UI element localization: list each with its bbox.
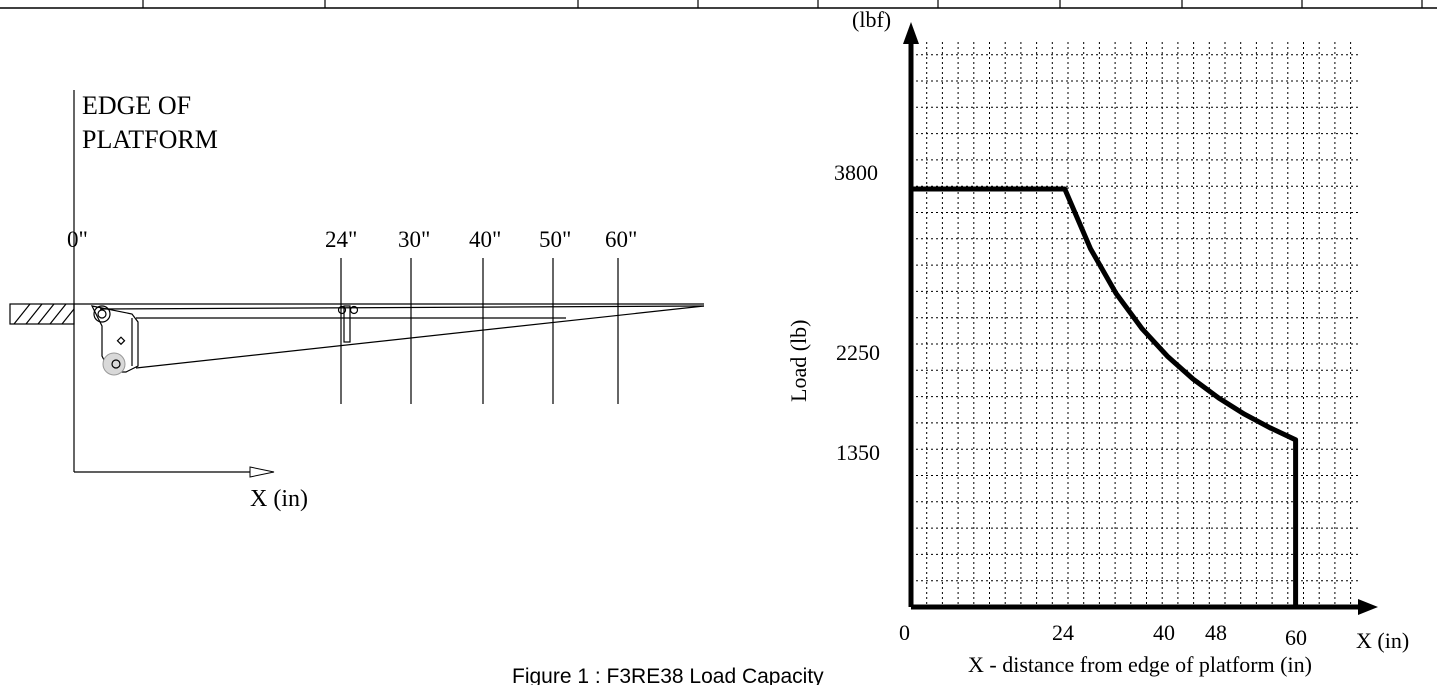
x-tick-label-0: 0 [899,620,910,645]
hinge-roller [102,352,126,376]
figure-caption: Figure 1 : F3RE38 Load Capacity [512,665,824,685]
x-axis [911,599,1378,615]
header-table-strip [0,0,1437,9]
load-capacity-chart: (lbf) Load (lb) 3800 2250 1350 0 24 40 4… [786,7,1409,677]
x-axis-end-label: X (in) [1356,628,1409,653]
x-axis-label: X (in) [250,486,308,512]
position-label-50: 50" [539,227,571,252]
x-axis-arrow [74,466,275,478]
y-tick-label-2250: 2250 [836,340,880,365]
ramp-assembly [74,303,705,376]
ramp-side-view-diagram: EDGE OF PLATFORM X (in) 0" 24" 30" 40" 5… [9,90,705,512]
y-unit-label: (lbf) [852,7,891,32]
y-axis-label: Load (lb) [786,320,811,402]
edge-label-line1: EDGE OF [82,91,191,120]
position-label-30: 30" [398,227,430,252]
position-label-40: 40" [469,227,501,252]
capacity-curve-series [908,186,1299,607]
x-tick-label-48: 48 [1205,620,1227,645]
y-tick-label-1350: 1350 [836,440,880,465]
x-axis-label: X - distance from edge of platform (in) [968,652,1312,677]
platform-block [9,303,75,325]
edge-label-line2: PLATFORM [82,125,218,154]
position-label-24: 24" [325,227,357,252]
x-tick-label-60: 60 [1285,625,1307,650]
chart-grid [911,42,1360,607]
position-label-60: 60" [605,227,637,252]
x-tick-label-40: 40 [1153,620,1175,645]
position-label-0: 0" [67,227,88,252]
x-tick-label-24: 24 [1052,620,1074,645]
y-tick-label-3800: 3800 [834,160,878,185]
